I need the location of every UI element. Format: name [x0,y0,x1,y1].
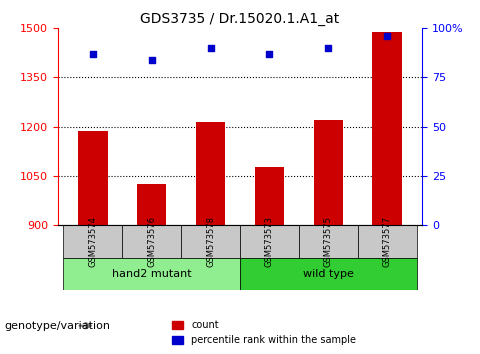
Text: genotype/variation: genotype/variation [5,321,111,331]
Bar [313,120,343,225]
Point [265,51,273,57]
Bar [78,131,108,225]
Text: GSM573577: GSM573577 [383,216,392,267]
Legend: count, percentile rank within the sample: count, percentile rank within the sample [168,316,360,349]
Text: GSM573576: GSM573576 [147,216,156,267]
FancyBboxPatch shape [63,225,122,257]
Point [383,33,391,39]
FancyBboxPatch shape [299,225,358,257]
FancyBboxPatch shape [358,225,417,257]
FancyBboxPatch shape [122,225,181,257]
Point [148,57,156,63]
Point [89,51,97,57]
Text: wild type: wild type [303,269,354,279]
Text: hand2 mutant: hand2 mutant [112,269,192,279]
Title: GDS3735 / Dr.15020.1.A1_at: GDS3735 / Dr.15020.1.A1_at [140,12,340,26]
Text: GSM573573: GSM573573 [265,216,274,267]
Point [324,45,332,51]
FancyBboxPatch shape [240,257,417,290]
Text: GSM573575: GSM573575 [324,216,333,267]
Text: GSM573574: GSM573574 [88,216,97,267]
Bar [372,32,402,225]
FancyBboxPatch shape [63,257,240,290]
FancyBboxPatch shape [181,225,240,257]
Bar [196,122,225,225]
Point [207,45,215,51]
Bar [255,167,284,225]
Bar [137,184,167,225]
Text: GSM573578: GSM573578 [206,216,215,267]
FancyBboxPatch shape [240,225,299,257]
